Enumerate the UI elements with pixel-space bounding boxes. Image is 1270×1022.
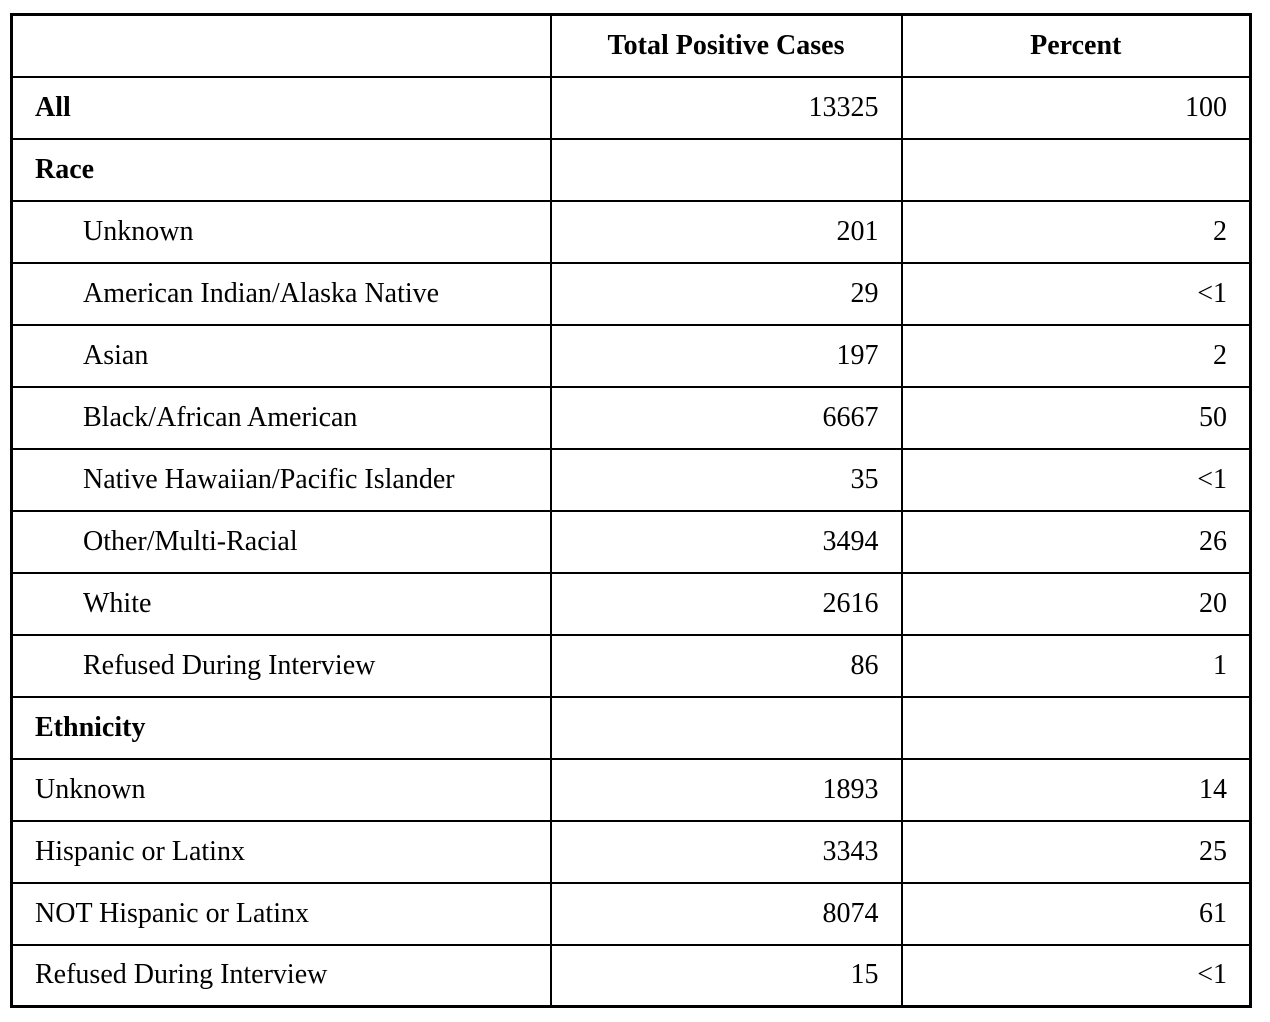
table-row: American Indian/Alaska Native 29 <1: [10, 261, 1252, 326]
column-header-total-positive-cases: Total Positive Cases: [549, 13, 903, 78]
percent-value: 25: [900, 819, 1252, 884]
total-positive-cases-value: 35: [549, 447, 903, 512]
table-row: Native Hawaiian/Pacific Islander 35 <1: [10, 447, 1252, 512]
row-label: Hispanic or Latinx: [10, 819, 552, 884]
header-row: Total Positive Cases Percent: [10, 13, 1252, 78]
table-row: Hispanic or Latinx 3343 25: [10, 819, 1252, 884]
table-row: NOT Hispanic or Latinx 8074 61: [10, 881, 1252, 946]
percent-value: 26: [900, 509, 1252, 574]
table-row: Other/Multi-Racial 3494 26: [10, 509, 1252, 574]
row-label: Race: [10, 137, 552, 202]
table-row: Refused During Interview 86 1: [10, 633, 1252, 698]
row-label: Refused During Interview: [10, 633, 552, 698]
row-label: American Indian/Alaska Native: [10, 261, 552, 326]
total-positive-cases-value: 2616: [549, 571, 903, 636]
percent-value: [900, 137, 1252, 202]
row-label: All: [10, 75, 552, 140]
column-header-percent: Percent: [900, 13, 1252, 78]
percent-value: 14: [900, 757, 1252, 822]
row-label: Unknown: [10, 757, 552, 822]
row-label: NOT Hispanic or Latinx: [10, 881, 552, 946]
percent-value: 20: [900, 571, 1252, 636]
row-label: Ethnicity: [10, 695, 552, 760]
row-label: Asian: [10, 323, 552, 388]
row-label: Other/Multi-Racial: [10, 509, 552, 574]
total-positive-cases-value: 201: [549, 199, 903, 264]
table-row: White 2616 20: [10, 571, 1252, 636]
table-body: All 13325 100 Race Unknown 201 2 American India…: [10, 75, 1252, 1008]
total-positive-cases-value: 1893: [549, 757, 903, 822]
table-row: Asian 197 2: [10, 323, 1252, 388]
total-positive-cases-value: 13325: [549, 75, 903, 140]
total-positive-cases-value: 86: [549, 633, 903, 698]
percent-value: 61: [900, 881, 1252, 946]
total-positive-cases-value: 8074: [549, 881, 903, 946]
row-label: Black/African American: [10, 385, 552, 450]
total-positive-cases-value: 29: [549, 261, 903, 326]
table-row: Unknown 1893 14: [10, 757, 1252, 822]
row-label: White: [10, 571, 552, 636]
total-positive-cases-value: 3343: [549, 819, 903, 884]
total-positive-cases-value: 15: [549, 943, 903, 1008]
total-positive-cases-value: 197: [549, 323, 903, 388]
table-row: Race: [10, 137, 1252, 202]
table-row: Unknown 201 2: [10, 199, 1252, 264]
percent-value: 1: [900, 633, 1252, 698]
row-label: Native Hawaiian/Pacific Islander: [10, 447, 552, 512]
percent-value: [900, 695, 1252, 760]
table-row: All 13325 100: [10, 75, 1252, 140]
percent-value: <1: [900, 261, 1252, 326]
total-positive-cases-value: [549, 695, 903, 760]
row-label: Refused During Interview: [10, 943, 552, 1008]
positive-cases-demographics-table: Total Positive Cases Percent All 13325 100…: [10, 13, 1252, 1008]
total-positive-cases-value: [549, 137, 903, 202]
percent-value: 2: [900, 323, 1252, 388]
table-row: Refused During Interview 15 <1: [10, 943, 1252, 1008]
table-row: Ethnicity: [10, 695, 1252, 760]
percent-value: 100: [900, 75, 1252, 140]
row-label: Unknown: [10, 199, 552, 264]
percent-value: 2: [900, 199, 1252, 264]
percent-value: <1: [900, 943, 1252, 1008]
table-row: Black/African American 6667 50: [10, 385, 1252, 450]
percent-value: <1: [900, 447, 1252, 512]
corner-cell: [10, 13, 552, 78]
total-positive-cases-value: 6667: [549, 385, 903, 450]
percent-value: 50: [900, 385, 1252, 450]
total-positive-cases-value: 3494: [549, 509, 903, 574]
